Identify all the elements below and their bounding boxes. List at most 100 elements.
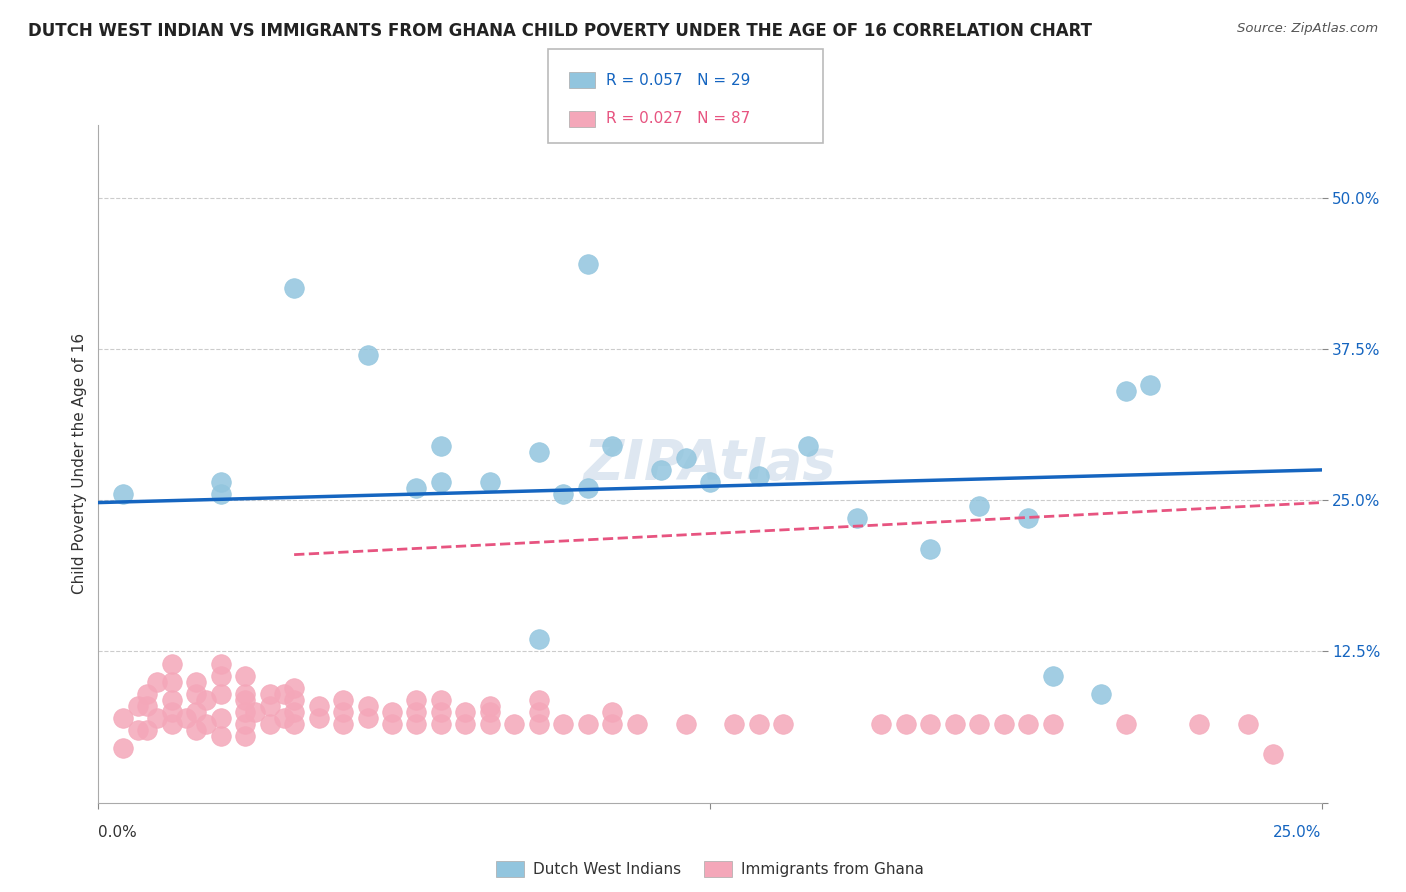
Point [283, 717, 305, 731]
Point [381, 717, 404, 731]
Point [650, 463, 672, 477]
Point [233, 717, 256, 731]
Point [626, 717, 648, 731]
Text: 25.0%: 25.0% [1274, 825, 1322, 840]
Point [111, 711, 134, 725]
Point [332, 705, 354, 719]
Point [160, 693, 183, 707]
Point [273, 711, 295, 725]
Point [136, 723, 159, 738]
Point [527, 717, 550, 731]
Point [430, 439, 453, 453]
Point [259, 687, 281, 701]
Point [405, 481, 427, 495]
Point [1188, 717, 1211, 731]
Point [967, 500, 990, 514]
Point [308, 711, 330, 725]
Point [283, 705, 305, 719]
Point [233, 729, 256, 743]
Point [259, 717, 281, 731]
Point [527, 705, 550, 719]
Point [870, 717, 893, 731]
Point [576, 717, 599, 731]
Point [111, 741, 134, 756]
Point [186, 674, 208, 689]
Point [748, 717, 770, 731]
Point [993, 717, 1015, 731]
Point [527, 632, 550, 647]
Point [1261, 747, 1284, 762]
Point [136, 687, 159, 701]
Point [209, 711, 232, 725]
Point [894, 717, 917, 731]
Point [797, 439, 820, 453]
Text: 0.0%: 0.0% [98, 825, 138, 840]
Point [772, 717, 794, 731]
Point [186, 723, 208, 738]
Point [209, 669, 232, 683]
Point [186, 687, 208, 701]
Point [332, 717, 354, 731]
Point [405, 705, 427, 719]
Point [454, 705, 477, 719]
Point [675, 717, 697, 731]
Point [356, 698, 378, 713]
Point [920, 541, 942, 556]
Point [1115, 384, 1137, 399]
Point [283, 693, 305, 707]
Point [967, 717, 990, 731]
Point [209, 687, 232, 701]
Point [430, 475, 453, 489]
Point [1042, 669, 1064, 683]
Point [454, 717, 477, 731]
Point [405, 693, 427, 707]
Point [233, 693, 256, 707]
Text: Source: ZipAtlas.com: Source: ZipAtlas.com [1237, 22, 1378, 36]
Point [943, 717, 966, 731]
Point [478, 475, 501, 489]
Text: DUTCH WEST INDIAN VS IMMIGRANTS FROM GHANA CHILD POVERTY UNDER THE AGE OF 16 COR: DUTCH WEST INDIAN VS IMMIGRANTS FROM GHA… [28, 22, 1092, 40]
Point [127, 723, 149, 738]
Point [430, 693, 453, 707]
Legend: Dutch West Indians, Immigrants from Ghana: Dutch West Indians, Immigrants from Ghan… [491, 855, 929, 883]
Point [600, 705, 623, 719]
Point [600, 439, 623, 453]
Point [209, 475, 232, 489]
Point [553, 717, 575, 731]
Point [381, 705, 404, 719]
Point [1017, 511, 1039, 525]
Point [209, 657, 232, 671]
Y-axis label: Child Poverty Under the Age of 16: Child Poverty Under the Age of 16 [72, 334, 87, 594]
Point [356, 711, 378, 725]
Point [195, 717, 218, 731]
Point [430, 705, 453, 719]
Point [748, 469, 770, 483]
Point [1237, 717, 1260, 731]
Point [920, 717, 942, 731]
Point [160, 705, 183, 719]
Point [273, 687, 295, 701]
Point [160, 717, 183, 731]
Point [160, 657, 183, 671]
Point [503, 717, 526, 731]
Point [209, 729, 232, 743]
Point [527, 444, 550, 458]
Point [845, 511, 868, 525]
Point [160, 674, 183, 689]
Point [146, 674, 169, 689]
Point [136, 698, 159, 713]
Point [195, 693, 218, 707]
Point [478, 705, 501, 719]
Point [233, 687, 256, 701]
Point [600, 717, 623, 731]
Point [527, 693, 550, 707]
Point [209, 487, 232, 501]
Point [127, 698, 149, 713]
Point [356, 348, 378, 362]
Point [283, 281, 305, 295]
Point [1115, 717, 1137, 731]
Point [1017, 717, 1039, 731]
Point [478, 717, 501, 731]
Point [176, 711, 198, 725]
Text: R = 0.027   N = 87: R = 0.027 N = 87 [606, 112, 751, 126]
